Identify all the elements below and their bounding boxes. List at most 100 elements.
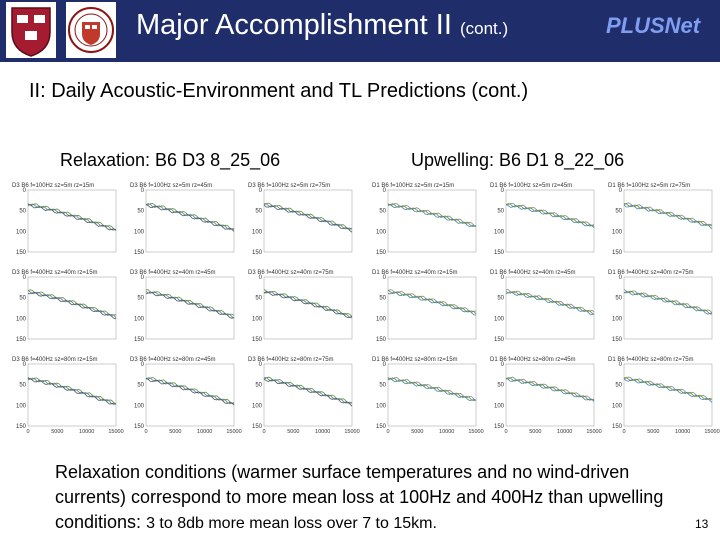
y-tick-label: 100 bbox=[252, 229, 263, 235]
tl-curve bbox=[623, 291, 713, 315]
y-tick-label: 50 bbox=[19, 209, 26, 215]
plot-frame bbox=[505, 276, 595, 340]
y-tick-label: 150 bbox=[494, 250, 505, 256]
plot-title: D1 B6 f=400Hz sz=80m rz=15m bbox=[372, 357, 458, 363]
y-tick-label: 50 bbox=[615, 209, 622, 215]
x-tick-label: 0 bbox=[386, 429, 389, 435]
x-tick-label: 15000 bbox=[468, 429, 483, 435]
plot-frame bbox=[263, 189, 353, 253]
x-tick-label: 0 bbox=[262, 429, 265, 435]
y-tick-label: 100 bbox=[16, 229, 27, 235]
plot-frame bbox=[145, 189, 235, 253]
y-tick-label: 150 bbox=[612, 424, 623, 430]
x-tick-label: 15000 bbox=[586, 429, 601, 435]
tl-curve bbox=[387, 204, 477, 227]
x-tick-label: 5000 bbox=[411, 429, 423, 435]
plot-frame bbox=[505, 189, 595, 253]
plot-title: D3 B6 f=400Hz sz=40m rz=45m bbox=[130, 270, 216, 276]
y-tick-label: 100 bbox=[376, 316, 387, 322]
plot-frame bbox=[505, 363, 595, 427]
slide-title-main: Major Accomplishment II bbox=[136, 9, 452, 41]
y-tick-label: 50 bbox=[379, 383, 386, 389]
y-tick-label: 100 bbox=[252, 316, 263, 322]
plot-title: D3 B6 f=400Hz sz=80m rz=75m bbox=[248, 357, 334, 363]
y-tick-label: 0 bbox=[259, 188, 263, 194]
y-tick-label: 100 bbox=[612, 403, 623, 409]
y-tick-label: 0 bbox=[619, 362, 623, 368]
y-tick-label: 50 bbox=[379, 296, 386, 302]
y-tick-label: 0 bbox=[141, 275, 145, 281]
x-tick-label: 5000 bbox=[647, 429, 659, 435]
x-tick-label: 15000 bbox=[344, 429, 359, 435]
slide-subtitle: II: Daily Acoustic-Environment and TL Pr… bbox=[29, 80, 529, 102]
plot-frame bbox=[27, 276, 117, 340]
tl-plot-grid-upwelling: D1 B6 f=100Hz sz=5m rz=15m 0 50 100 150 D1 B6… bbox=[370, 180, 720, 440]
tl-curve bbox=[505, 203, 595, 227]
title-bar: Major Accomplishment II (cont.) PLUSNet bbox=[0, 0, 720, 62]
university-seal-icon bbox=[66, 2, 116, 58]
plot-title: D1 B6 f=400Hz sz=40m rz=45m bbox=[490, 270, 576, 276]
tl-curve bbox=[505, 377, 595, 401]
y-tick-label: 50 bbox=[615, 383, 622, 389]
plot-title: D3 B6 f=400Hz sz=40m rz=15m bbox=[12, 270, 98, 276]
y-tick-label: 150 bbox=[16, 250, 27, 256]
y-tick-label: 150 bbox=[16, 337, 27, 343]
plot-frame bbox=[145, 276, 235, 340]
slide-title: Major Accomplishment II (cont.) bbox=[136, 9, 508, 42]
plot-title: D3 B6 f=400Hz sz=80m rz=15m bbox=[12, 357, 98, 363]
y-tick-label: 0 bbox=[501, 362, 505, 368]
y-tick-label: 150 bbox=[494, 424, 505, 430]
tl-curve bbox=[145, 290, 235, 319]
y-tick-label: 50 bbox=[19, 383, 26, 389]
y-tick-label: 150 bbox=[134, 337, 145, 343]
plot-title: D3 B6 f=100Hz sz=5m rz=75m bbox=[248, 183, 330, 189]
y-tick-label: 50 bbox=[497, 209, 504, 215]
x-tick-label: 10000 bbox=[439, 429, 454, 435]
tl-curve bbox=[623, 204, 713, 229]
y-tick-label: 0 bbox=[259, 275, 263, 281]
y-tick-label: 50 bbox=[137, 383, 144, 389]
y-tick-label: 150 bbox=[376, 337, 387, 343]
tl-curve bbox=[145, 291, 235, 319]
y-tick-label: 0 bbox=[619, 275, 623, 281]
y-tick-label: 100 bbox=[376, 403, 387, 409]
x-tick-label: 10000 bbox=[197, 429, 212, 435]
x-tick-label: 15000 bbox=[108, 429, 123, 435]
x-tick-label: 5000 bbox=[51, 429, 63, 435]
plot-title: D3 B6 f=400Hz sz=80m rz=45m bbox=[130, 357, 216, 363]
caption: Relaxation conditions (warmer surface te… bbox=[55, 460, 675, 536]
x-tick-label: 5000 bbox=[169, 429, 181, 435]
y-tick-label: 0 bbox=[501, 275, 505, 281]
tl-curve bbox=[263, 291, 353, 319]
y-tick-label: 150 bbox=[252, 337, 263, 343]
plot-title: D1 B6 f=400Hz sz=80m rz=45m bbox=[490, 357, 576, 363]
plot-frame bbox=[263, 276, 353, 340]
x-tick-label: 15000 bbox=[226, 429, 241, 435]
y-tick-label: 50 bbox=[255, 296, 262, 302]
x-tick-label: 0 bbox=[622, 429, 625, 435]
tl-curve bbox=[27, 289, 117, 317]
y-tick-label: 100 bbox=[612, 229, 623, 235]
y-tick-label: 0 bbox=[259, 362, 263, 368]
y-tick-label: 100 bbox=[494, 403, 505, 409]
plot-frame bbox=[623, 276, 713, 340]
y-tick-label: 50 bbox=[255, 383, 262, 389]
y-tick-label: 0 bbox=[141, 188, 145, 194]
plusnet-logo: PLUSNet bbox=[606, 13, 701, 38]
plot-title: D3 B6 f=400Hz sz=40m rz=75m bbox=[248, 270, 334, 276]
tl-curve bbox=[505, 203, 595, 229]
y-tick-label: 0 bbox=[383, 275, 387, 281]
tl-curve bbox=[387, 377, 477, 401]
plot-frame bbox=[145, 363, 235, 427]
caption-detail: 3 to 8db more mean loss over 7 to 15km. bbox=[146, 515, 437, 532]
